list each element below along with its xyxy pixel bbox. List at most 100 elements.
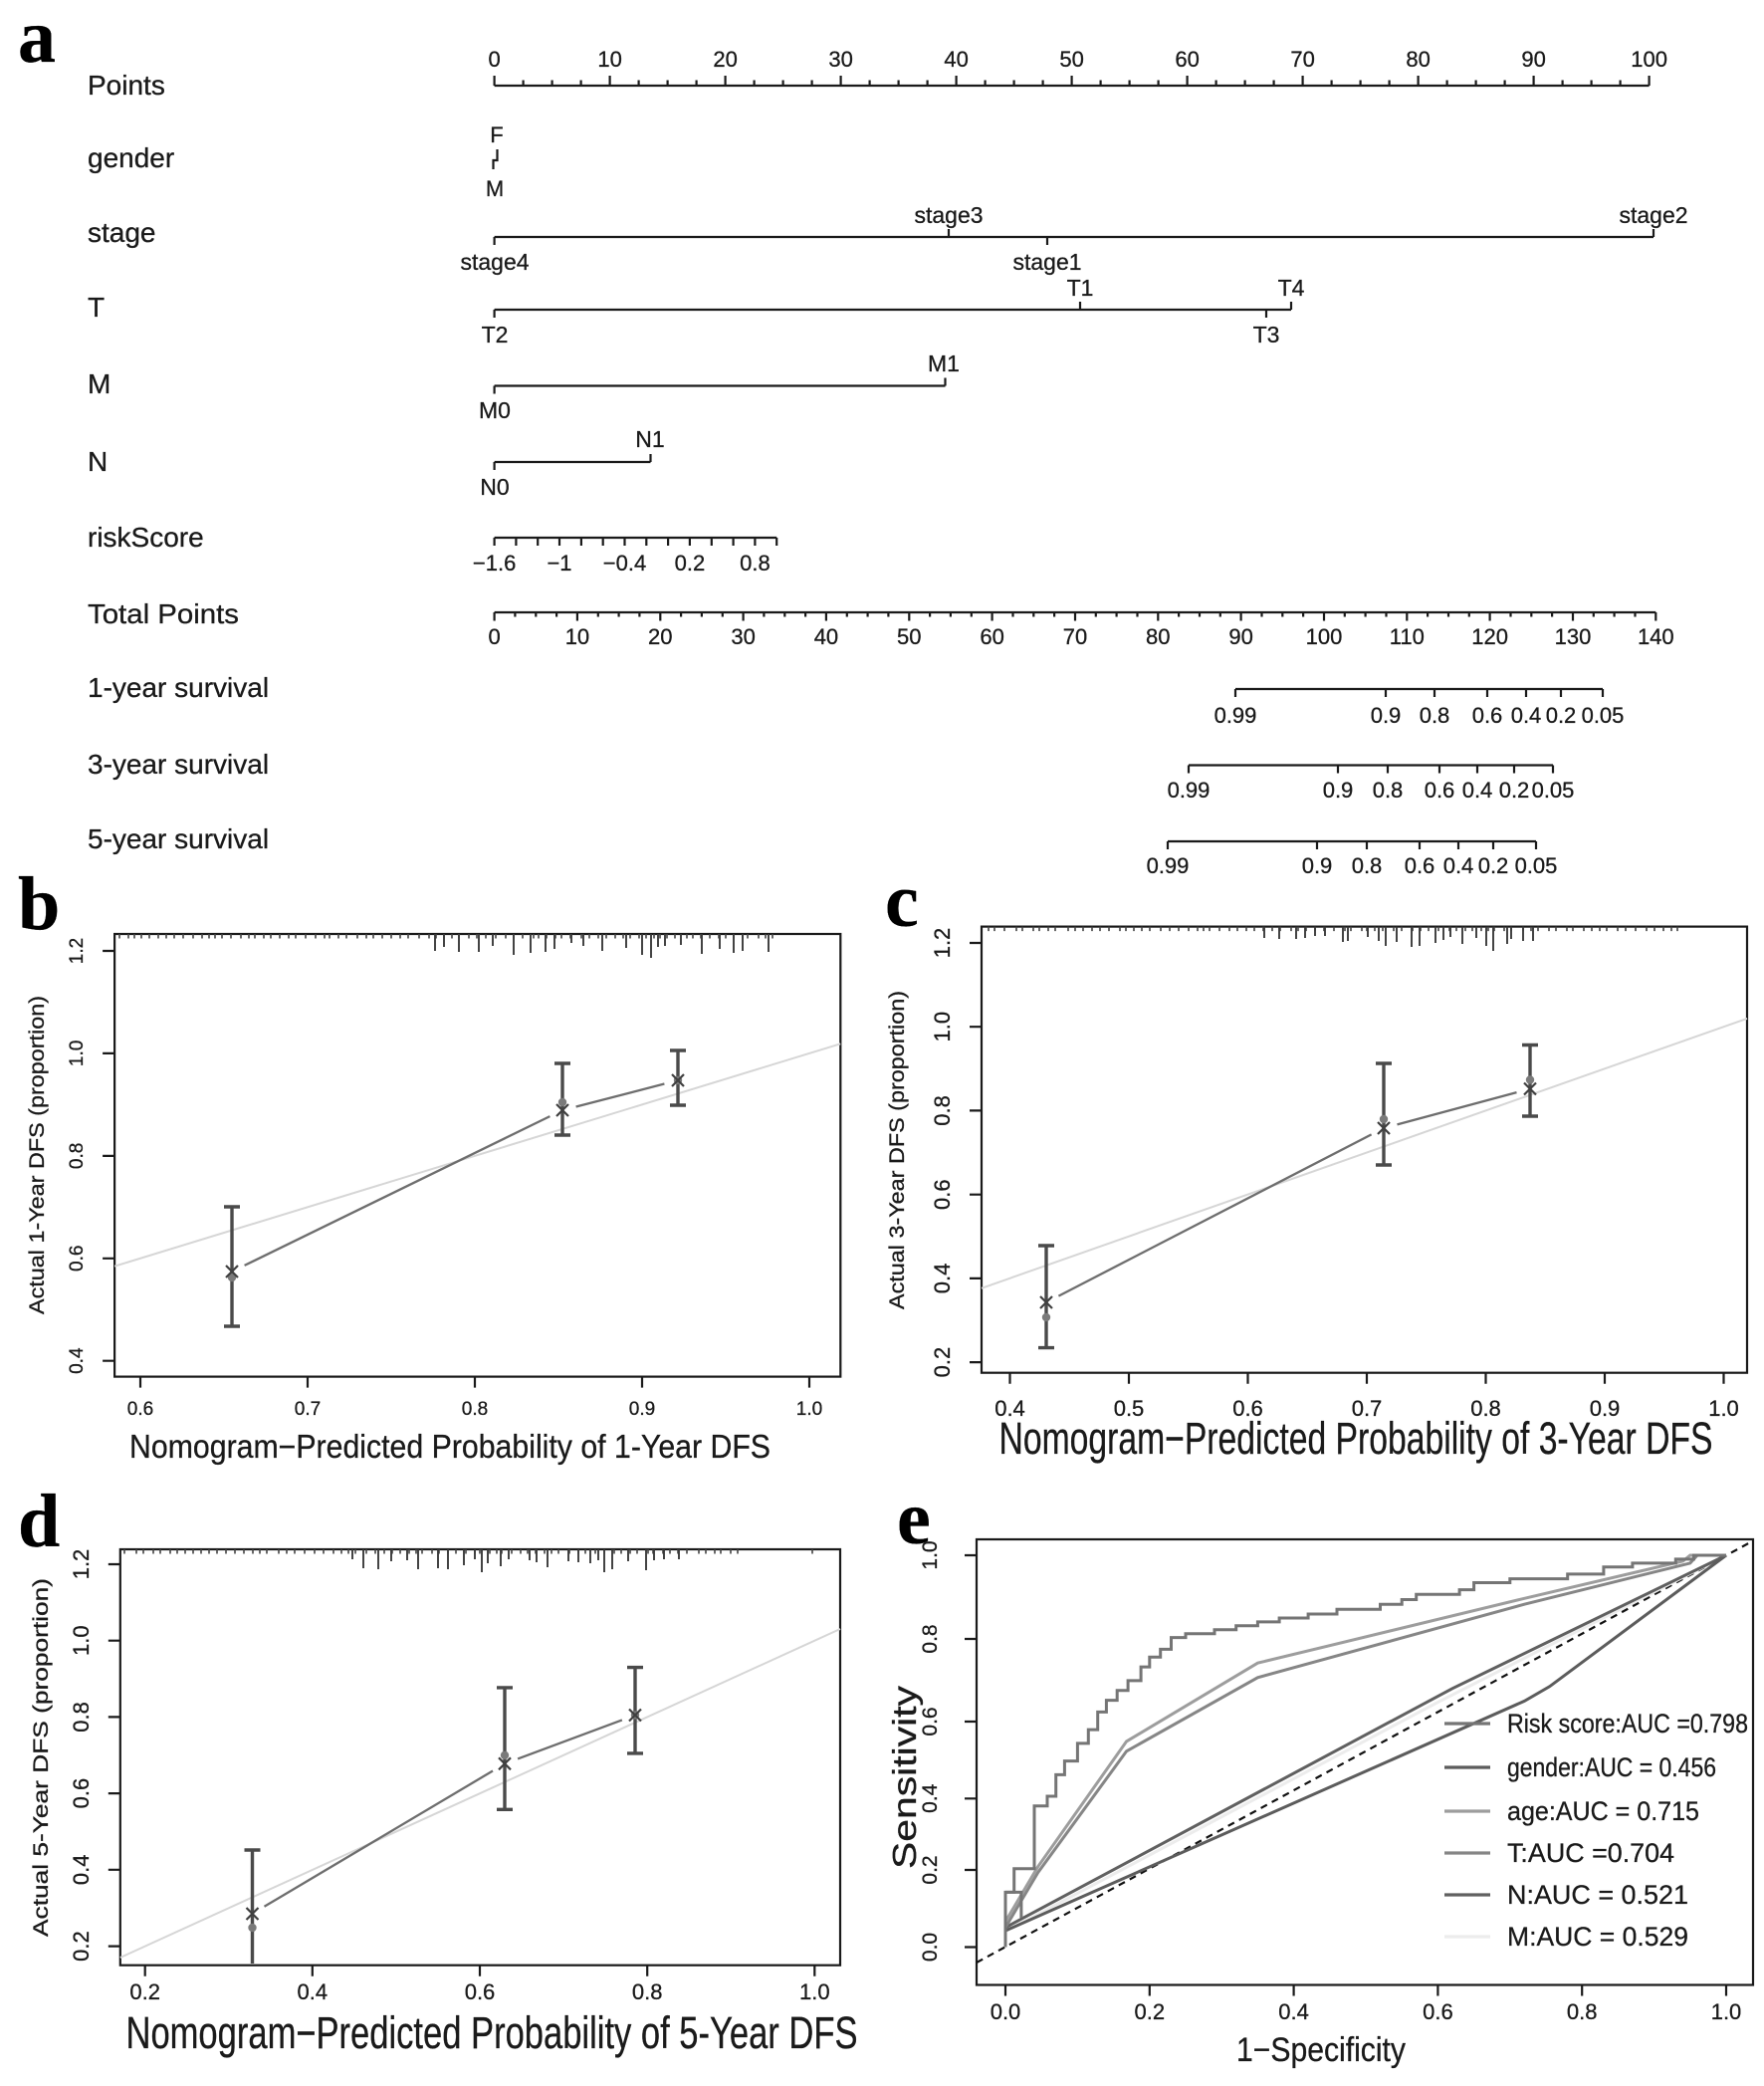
svg-text:0.6: 0.6 xyxy=(67,1246,88,1272)
svg-text:0.5: 0.5 xyxy=(1114,1396,1145,1421)
svg-text:70: 70 xyxy=(1063,624,1087,649)
svg-text:0.99: 0.99 xyxy=(1147,853,1190,878)
svg-text:a: a xyxy=(18,0,56,79)
svg-text:−1: −1 xyxy=(547,551,571,576)
svg-text:0.8: 0.8 xyxy=(930,1095,955,1126)
svg-text:0.4: 0.4 xyxy=(994,1396,1025,1421)
svg-text:0.99: 0.99 xyxy=(1168,778,1211,803)
svg-text:3-year survival: 3-year survival xyxy=(88,749,269,780)
svg-text:0.2: 0.2 xyxy=(1499,778,1530,803)
svg-text:0.4: 0.4 xyxy=(919,1783,942,1813)
svg-text:120: 120 xyxy=(1471,624,1508,649)
svg-text:0.2: 0.2 xyxy=(1135,1999,1166,2024)
svg-text:T:AUC =0.704: T:AUC =0.704 xyxy=(1507,1838,1674,1868)
svg-text:0.6: 0.6 xyxy=(127,1399,153,1420)
svg-text:Nomogram−Predicted Probability: Nomogram−Predicted Probability of 5-Year… xyxy=(126,2007,858,2058)
svg-text:gender: gender xyxy=(88,142,174,173)
svg-text:stage3: stage3 xyxy=(914,202,983,228)
svg-text:T3: T3 xyxy=(1253,322,1280,348)
svg-text:0.6: 0.6 xyxy=(930,1179,955,1210)
svg-text:0.8: 0.8 xyxy=(67,1143,88,1169)
svg-text:M1: M1 xyxy=(928,350,960,376)
svg-text:e: e xyxy=(897,1477,931,1560)
svg-text:0.6: 0.6 xyxy=(1423,1999,1453,2024)
svg-text:Actual 1-Year DFS (proportion): Actual 1-Year DFS (proportion) xyxy=(26,996,49,1314)
svg-text:1-year survival: 1-year survival xyxy=(88,672,269,703)
svg-text:M: M xyxy=(88,368,110,399)
svg-text:1.0: 1.0 xyxy=(919,1540,942,1569)
svg-text:Points: Points xyxy=(88,70,165,101)
svg-text:age:AUC = 0.715: age:AUC = 0.715 xyxy=(1507,1796,1699,1826)
svg-text:Actual 3-Year DFS (proportion): Actual 3-Year DFS (proportion) xyxy=(886,991,909,1309)
svg-text:0.4: 0.4 xyxy=(1278,1999,1309,2024)
svg-text:riskScore: riskScore xyxy=(88,522,204,553)
svg-text:stage4: stage4 xyxy=(460,249,529,275)
svg-text:Actual 5-Year DFS (proportion): Actual 5-Year DFS (proportion) xyxy=(30,1578,53,1937)
svg-text:0.6: 0.6 xyxy=(465,1979,496,2004)
svg-text:N1: N1 xyxy=(635,426,664,452)
svg-text:50: 50 xyxy=(1059,47,1083,72)
svg-text:b: b xyxy=(18,862,60,946)
svg-text:T4: T4 xyxy=(1278,275,1305,301)
svg-text:0.8: 0.8 xyxy=(632,1979,663,2004)
svg-text:0.2: 0.2 xyxy=(675,551,706,576)
svg-text:90: 90 xyxy=(1521,47,1545,72)
svg-text:Sensitivity: Sensitivity xyxy=(886,1685,923,1869)
svg-text:N0: N0 xyxy=(480,474,509,500)
svg-text:0.9: 0.9 xyxy=(1590,1396,1621,1421)
svg-text:100: 100 xyxy=(1306,624,1343,649)
svg-text:0.8: 0.8 xyxy=(462,1399,488,1420)
svg-text:110: 110 xyxy=(1390,624,1425,649)
svg-text:0.8: 0.8 xyxy=(1352,853,1383,878)
svg-text:0.4: 0.4 xyxy=(930,1264,955,1294)
svg-text:0.4: 0.4 xyxy=(1462,778,1493,803)
svg-text:0.9: 0.9 xyxy=(1371,703,1402,728)
svg-text:1.0: 1.0 xyxy=(796,1399,822,1420)
svg-text:0.8: 0.8 xyxy=(1420,703,1450,728)
svg-text:0.6: 0.6 xyxy=(919,1707,942,1736)
svg-text:30: 30 xyxy=(828,47,852,72)
svg-text:0.2: 0.2 xyxy=(129,1979,160,2004)
svg-text:M0: M0 xyxy=(479,397,511,423)
svg-text:20: 20 xyxy=(713,47,737,72)
svg-text:c: c xyxy=(885,859,919,943)
svg-text:0.7: 0.7 xyxy=(295,1399,321,1420)
svg-text:0.4: 0.4 xyxy=(1511,703,1542,728)
svg-text:0.6: 0.6 xyxy=(1472,703,1503,728)
svg-text:0.2: 0.2 xyxy=(919,1855,942,1884)
svg-text:0.0: 0.0 xyxy=(919,1933,942,1962)
svg-text:0: 0 xyxy=(488,624,500,649)
svg-text:T: T xyxy=(88,292,105,323)
svg-text:0.4: 0.4 xyxy=(298,1979,329,2004)
svg-text:N:AUC = 0.521: N:AUC = 0.521 xyxy=(1507,1880,1688,1910)
svg-text:0.2: 0.2 xyxy=(930,1347,955,1378)
svg-text:140: 140 xyxy=(1638,624,1674,649)
svg-text:gender:AUC = 0.456: gender:AUC = 0.456 xyxy=(1507,1752,1716,1782)
svg-text:10: 10 xyxy=(565,624,589,649)
svg-text:0: 0 xyxy=(488,47,500,72)
svg-text:1.2: 1.2 xyxy=(67,938,88,964)
svg-text:0.8: 0.8 xyxy=(1567,1999,1598,2024)
svg-text:0.05: 0.05 xyxy=(1515,853,1558,878)
svg-text:0.9: 0.9 xyxy=(1323,778,1354,803)
svg-text:1.0: 1.0 xyxy=(1711,1999,1742,2024)
svg-text:0.2: 0.2 xyxy=(1478,853,1509,878)
svg-text:80: 80 xyxy=(1406,47,1430,72)
svg-text:40: 40 xyxy=(814,624,838,649)
svg-text:90: 90 xyxy=(1228,624,1252,649)
svg-text:stage: stage xyxy=(88,217,156,248)
svg-text:stage1: stage1 xyxy=(1012,249,1081,275)
svg-text:0.6: 0.6 xyxy=(1405,853,1435,878)
svg-text:1.0: 1.0 xyxy=(67,1041,88,1066)
svg-text:1.0: 1.0 xyxy=(930,1012,955,1043)
svg-text:0.6: 0.6 xyxy=(69,1778,94,1809)
svg-text:0.2: 0.2 xyxy=(1546,703,1577,728)
svg-text:T1: T1 xyxy=(1067,275,1094,301)
svg-text:0.6: 0.6 xyxy=(1425,778,1455,803)
svg-text:0.05: 0.05 xyxy=(1532,778,1575,803)
svg-text:5-year survival: 5-year survival xyxy=(88,823,269,854)
svg-text:1.0: 1.0 xyxy=(69,1625,94,1656)
svg-text:Risk score:AUC =0.798: Risk score:AUC =0.798 xyxy=(1507,1709,1748,1738)
svg-text:130: 130 xyxy=(1555,624,1592,649)
svg-text:100: 100 xyxy=(1631,47,1667,72)
